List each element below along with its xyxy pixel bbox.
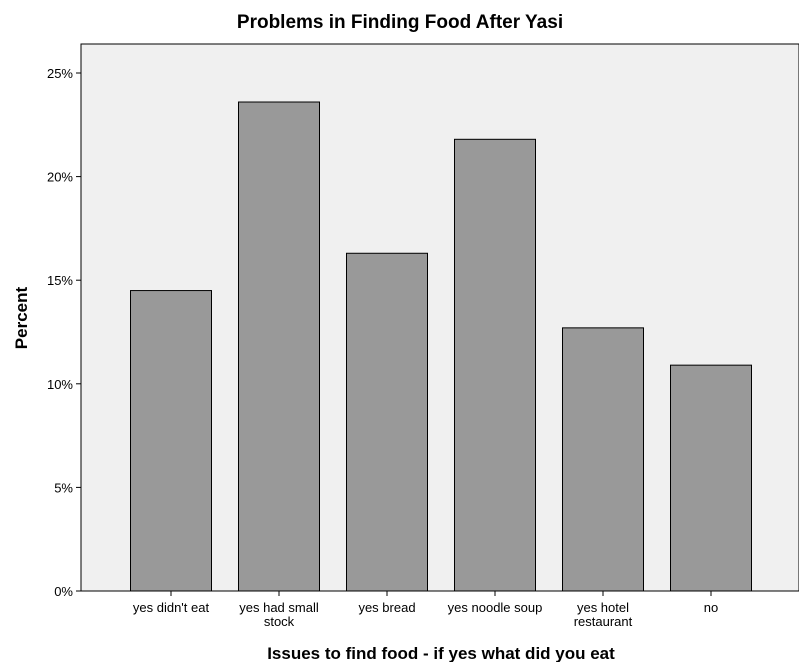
chart-title: Problems in Finding Food After Yasi <box>237 12 563 33</box>
bar <box>454 138 536 592</box>
x-axis-title: Issues to find food - if yes what did yo… <box>267 644 615 662</box>
y-tick-label: 0% <box>54 584 73 599</box>
x-category-label: yes noodle soup <box>448 600 543 615</box>
bar <box>238 101 320 592</box>
x-category-label: yes had small stock <box>239 600 319 629</box>
bar <box>130 290 212 592</box>
y-tick-label: 5% <box>54 480 73 495</box>
bar <box>346 252 428 592</box>
y-tick-label: 20% <box>47 170 73 185</box>
y-axis-title: Percent <box>12 286 31 349</box>
x-category-label: no <box>704 600 718 615</box>
y-tick-label: 10% <box>47 377 73 392</box>
y-tick-label: 15% <box>47 273 73 288</box>
x-category-label: yes didn't eat <box>133 600 210 615</box>
y-tick-label: 25% <box>47 66 73 81</box>
bar <box>670 364 752 592</box>
y-axis: 0% 5% 10% 15% 20% 25% <box>47 66 81 599</box>
bar <box>562 327 644 592</box>
x-axis: yes didn't eat yes had small stock yes brea… <box>133 591 718 629</box>
x-category-label: yes hotel restaurant <box>574 600 633 629</box>
x-category-label: yes bread <box>358 600 415 615</box>
